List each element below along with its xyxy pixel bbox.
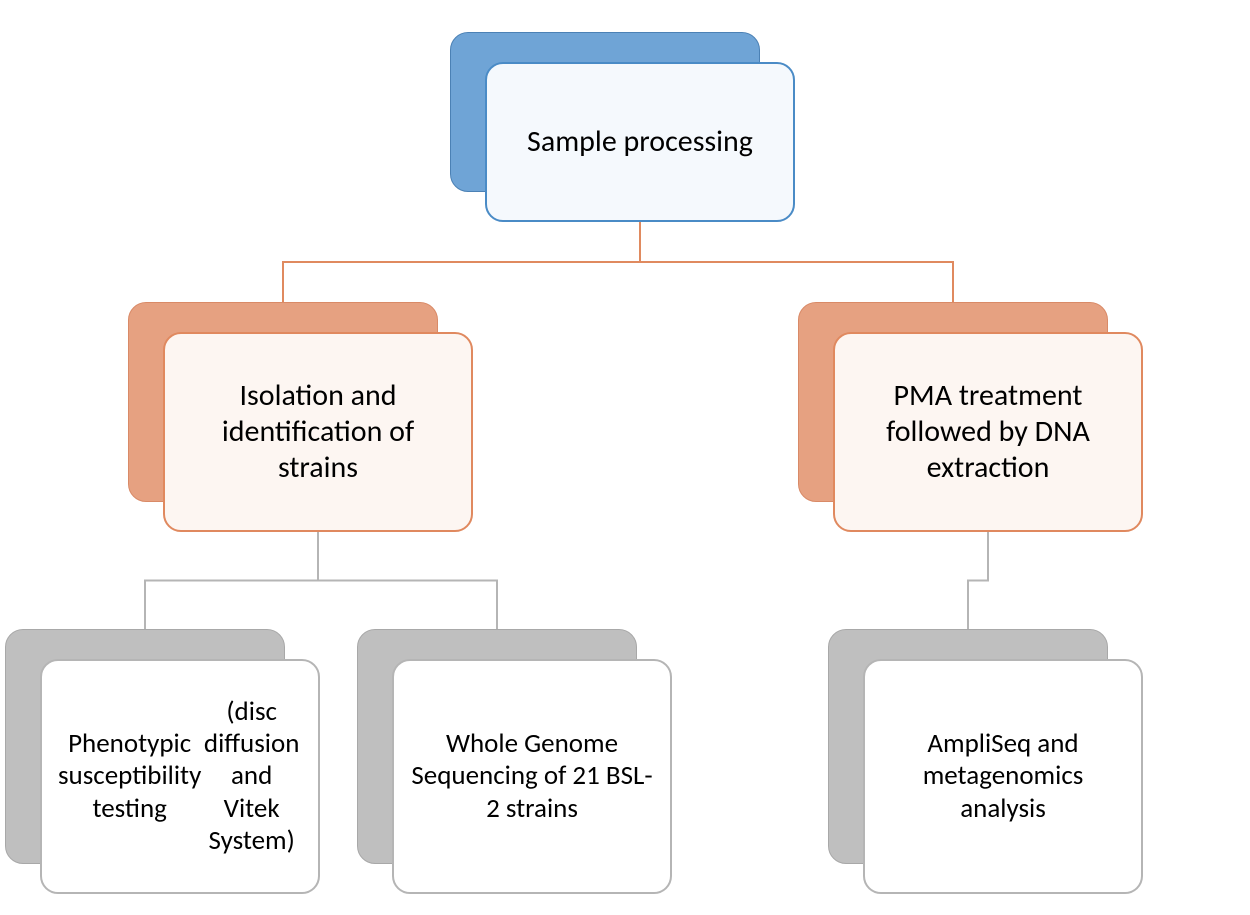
node-wgs: Whole Genome Sequencing of 21 BSL- 2 str… bbox=[392, 659, 672, 894]
flowchart-canvas: { "type": "flowchart", "background_color… bbox=[0, 0, 1250, 915]
node-ampliseq: AmpliSeq and metagenomics analysis bbox=[863, 659, 1143, 894]
node-phenotypic: Phenotypic susceptibility testing(disc d… bbox=[40, 659, 320, 894]
node-isolation: Isolation and identification of strains bbox=[163, 332, 473, 532]
node-root: Sample processing bbox=[485, 62, 795, 222]
node-pma: PMA treatment followed by DNA extraction bbox=[833, 332, 1143, 532]
